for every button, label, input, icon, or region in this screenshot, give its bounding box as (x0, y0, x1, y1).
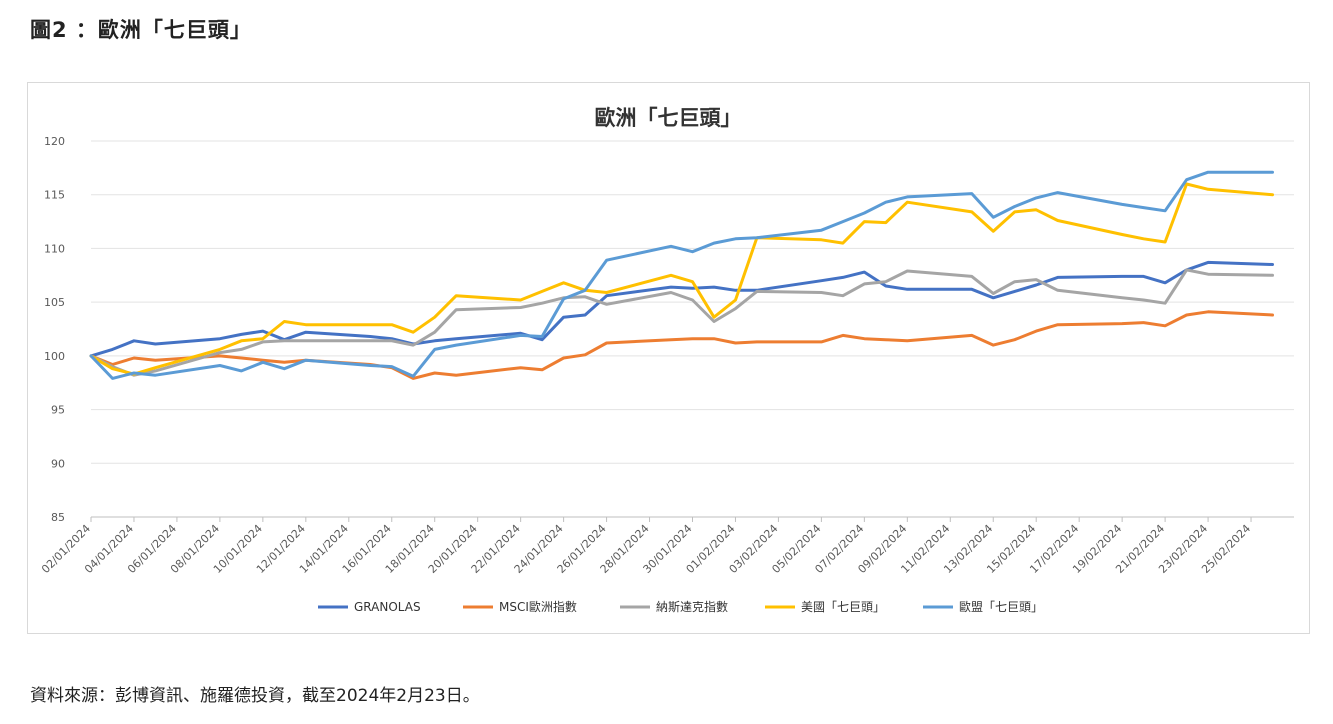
legend-label: 美國「七巨頭」 (801, 600, 885, 614)
gridlines (91, 140, 1294, 518)
y-tick-label: 85 (51, 511, 65, 524)
series-lines (89, 170, 1274, 380)
series-line-2 (89, 310, 1274, 380)
series-line-5 (89, 170, 1274, 380)
y-tick-label: 90 (51, 457, 65, 470)
y-tick-label: 105 (44, 296, 65, 309)
legend-label: 納斯達克指數 (656, 599, 728, 614)
y-tick-label: 110 (44, 242, 65, 255)
series-line-3 (89, 268, 1274, 377)
x-axis-ticks: 02/01/202404/01/202406/01/202408/01/2024… (39, 517, 1253, 576)
y-axis-ticks: 85 90 95 100 105 110 115 120 (44, 135, 65, 524)
chart-container: 歐洲「七巨頭」 85 90 95 100 105 110 115 120 02/01/2024… (27, 82, 1310, 634)
line-chart: 歐洲「七巨頭」 85 90 95 100 105 110 115 120 02/01/2024… (39, 106, 1294, 614)
legend-label: GRANOLAS (354, 600, 421, 614)
y-tick-label: 95 (51, 404, 65, 417)
y-tick-label: 115 (44, 189, 65, 202)
series-line-4 (89, 182, 1274, 376)
y-tick-label: 100 (44, 350, 65, 363)
series-line-1 (89, 260, 1274, 358)
legend-label: MSCI歐洲指數 (499, 599, 577, 614)
figure-title: 圖2 ：歐洲「七巨頭」 (30, 18, 252, 42)
source-note: 資料來源：彭博資訊、施羅德投資，截至2024年2月23日。 (30, 686, 480, 706)
legend: GRANOLAS MSCI歐洲指數 納斯達克指數 美國「七巨頭」 歐盟「七巨頭」 (318, 599, 1043, 614)
y-tick-label: 120 (44, 135, 65, 148)
legend-label: 歐盟「七巨頭」 (959, 599, 1043, 614)
chart-title: 歐洲「七巨頭」 (595, 106, 742, 130)
